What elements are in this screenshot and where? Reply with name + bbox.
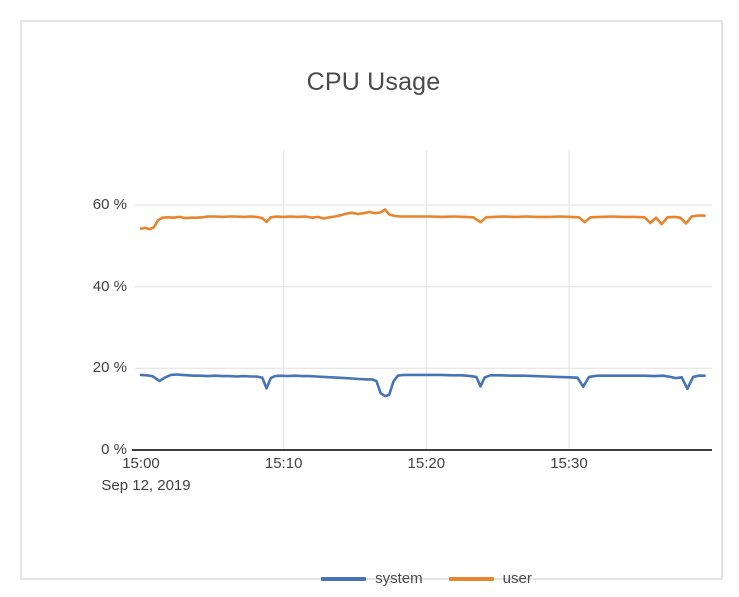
x-axis-date-label: Sep 12, 2019: [101, 477, 191, 494]
legend-label: user: [502, 570, 532, 587]
series-line-user: [139, 208, 706, 231]
chart-title: CPU Usage: [306, 68, 441, 96]
chart-card: CPU Usage 0 % 20 % 40 % 60 % 15:00 15:10 15:20…: [20, 20, 723, 587]
chart-legend: system user: [141, 570, 712, 587]
legend-line-swatch-user: [448, 576, 494, 581]
x-tick-label: 15:00: [122, 455, 160, 472]
y-tick-label: 20 %: [92, 359, 127, 377]
plot-area: [132, 150, 712, 451]
y-tick-label: 0 %: [101, 441, 127, 458]
x-tick-label: 15:20: [407, 455, 446, 472]
y-tick-label: 60 %: [92, 196, 127, 214]
x-tick-label: 15:30: [550, 455, 588, 472]
y-tick-label: 40 %: [92, 277, 127, 295]
legend-item-system[interactable]: system: [321, 570, 423, 587]
legend-item-user[interactable]: user: [448, 570, 532, 587]
legend-label: system: [375, 570, 423, 587]
series-line-system: [139, 373, 706, 398]
legend-line-swatch-system: [321, 576, 367, 581]
x-tick-label: 15:10: [264, 455, 303, 472]
